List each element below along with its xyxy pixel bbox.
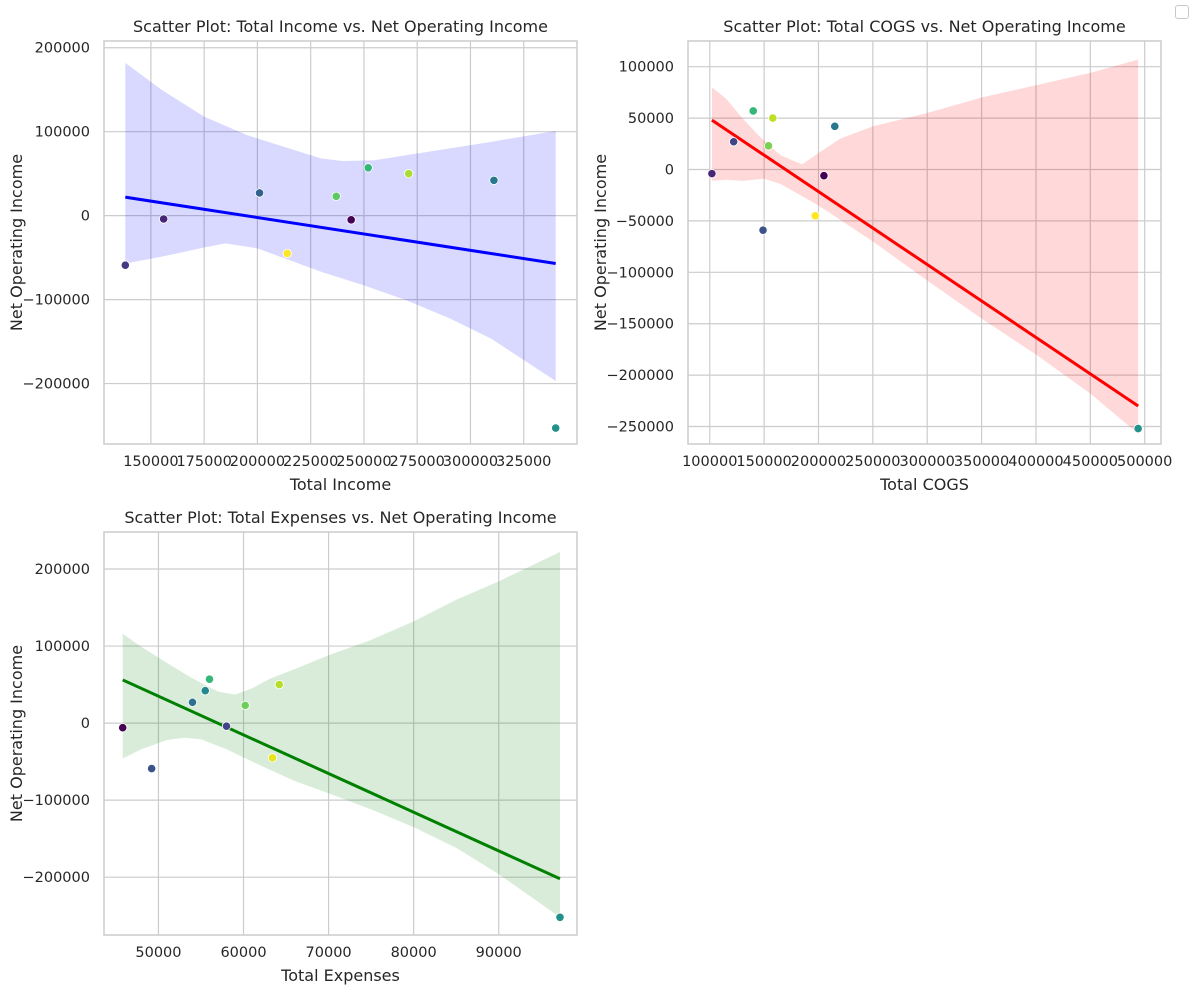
y-tick-label: −200000 — [606, 368, 674, 384]
scatter-point — [346, 215, 356, 225]
regression-line — [122, 678, 561, 881]
scatter-point — [729, 137, 739, 147]
y-tick-label: −200000 — [22, 377, 90, 393]
x-tick-label: 70000 — [306, 945, 352, 961]
chart-panel-2: 100000 150000 200000 250000 300000 350000 4000… — [591, 17, 1172, 494]
x-tick-label: 325000 — [496, 454, 551, 470]
y-axis-label: Net Operating Income — [591, 154, 610, 331]
scatter-point — [331, 191, 341, 201]
empty-legend-box — [1175, 5, 1189, 19]
chart-title: Scatter Plot: Total Income vs. Net Opera… — [133, 17, 548, 36]
scatter-point — [489, 175, 499, 185]
y-tick-label: −150000 — [606, 317, 674, 333]
x-tick-label: 350000 — [954, 454, 1009, 470]
x-tick-label: 175000 — [176, 454, 231, 470]
scatter-point — [118, 723, 128, 733]
y-tick-label: −250000 — [606, 420, 674, 436]
scatter-point — [555, 912, 565, 922]
y-tick-label: −200000 — [22, 870, 90, 886]
chart-panel-3: 50000 60000 70000 80000 90000 −200000 −100000 0… — [7, 508, 578, 985]
scatter-point — [758, 225, 768, 235]
scatter-point — [159, 214, 169, 224]
x-tick-label: 450000 — [1063, 454, 1118, 470]
confidence-band — [122, 552, 560, 918]
y-tick-label: −100000 — [22, 293, 90, 309]
x-tick-label: 60000 — [220, 945, 266, 961]
scatter-point — [810, 211, 820, 221]
x-axis-label: Total Income — [289, 475, 391, 494]
y-tick-label: −100000 — [22, 793, 90, 809]
x-tick-label: 200000 — [230, 454, 285, 470]
scatter-point — [768, 113, 778, 123]
x-tick-label: 150000 — [736, 454, 791, 470]
scatter-point — [204, 674, 215, 684]
y-axis-label: Net Operating Income — [7, 645, 26, 822]
scatter-point — [830, 121, 840, 131]
y-tick-label: 100000 — [35, 125, 90, 141]
scatter-point — [147, 763, 157, 774]
chart-panel-1: 1500001750002000002250002500002750003000… — [7, 17, 578, 494]
x-tick-label: 90000 — [476, 945, 522, 961]
x-axis-label: Total Expenses — [280, 966, 400, 985]
x-tick-label: 400000 — [1008, 454, 1063, 470]
axes-frame — [103, 531, 578, 936]
scatter-point — [240, 700, 250, 710]
axes-frame — [687, 40, 1162, 445]
scatter-point — [551, 423, 561, 433]
x-tick-label: 300000 — [443, 454, 498, 470]
y-tick-label: 50000 — [628, 111, 674, 127]
scatter-point — [274, 679, 284, 690]
regression-line — [125, 195, 556, 265]
scatter-point — [748, 106, 758, 116]
y-tick-label: 0 — [81, 716, 90, 732]
y-tick-label: 200000 — [35, 562, 90, 578]
y-tick-label: −50000 — [616, 214, 674, 230]
x-tick-label: 250000 — [336, 454, 391, 470]
axes-frame — [103, 40, 578, 445]
scatter-point — [1133, 423, 1143, 434]
x-tick-label: 500000 — [1117, 454, 1172, 470]
chart-title: Scatter Plot: Total Expenses vs. Net Ope… — [124, 508, 556, 527]
x-axis-label: Total COGS — [879, 475, 969, 494]
x-tick-label: 275000 — [390, 454, 445, 470]
scatter-point — [267, 753, 278, 763]
y-tick-label: 0 — [665, 163, 674, 179]
y-tick-label: −100000 — [606, 265, 674, 281]
x-tick-label: 300000 — [900, 454, 955, 470]
confidence-band — [125, 62, 556, 382]
scatter-point — [254, 188, 265, 198]
scatter-point — [200, 686, 210, 696]
x-tick-label: 250000 — [845, 454, 900, 470]
x-tick-label: 80000 — [391, 945, 437, 961]
scatter-point — [221, 721, 232, 731]
x-tick-label: 150000 — [123, 454, 178, 470]
scatter-point — [187, 697, 198, 707]
y-tick-label: 100000 — [35, 639, 90, 655]
y-axis-label: Net Operating Income — [7, 154, 26, 331]
scatter-point — [763, 141, 774, 151]
x-tick-label: 50000 — [135, 945, 181, 961]
x-tick-label: 200000 — [791, 454, 846, 470]
x-tick-label: 100000 — [682, 454, 737, 470]
scatter-point — [404, 169, 414, 179]
y-tick-label: 200000 — [35, 41, 90, 57]
scatter-point — [120, 260, 130, 270]
y-tick-label: 100000 — [619, 60, 674, 76]
scatter-point — [707, 169, 717, 179]
confidence-band — [711, 59, 1139, 434]
x-tick-label: 225000 — [283, 454, 338, 470]
chart-title: Scatter Plot: Total COGS vs. Net Operati… — [723, 17, 1125, 36]
y-tick-label: 0 — [81, 209, 90, 225]
scatter-point — [363, 163, 373, 173]
scatter-point — [282, 248, 292, 259]
scatter-point — [819, 171, 829, 181]
regression-line — [711, 118, 1140, 408]
